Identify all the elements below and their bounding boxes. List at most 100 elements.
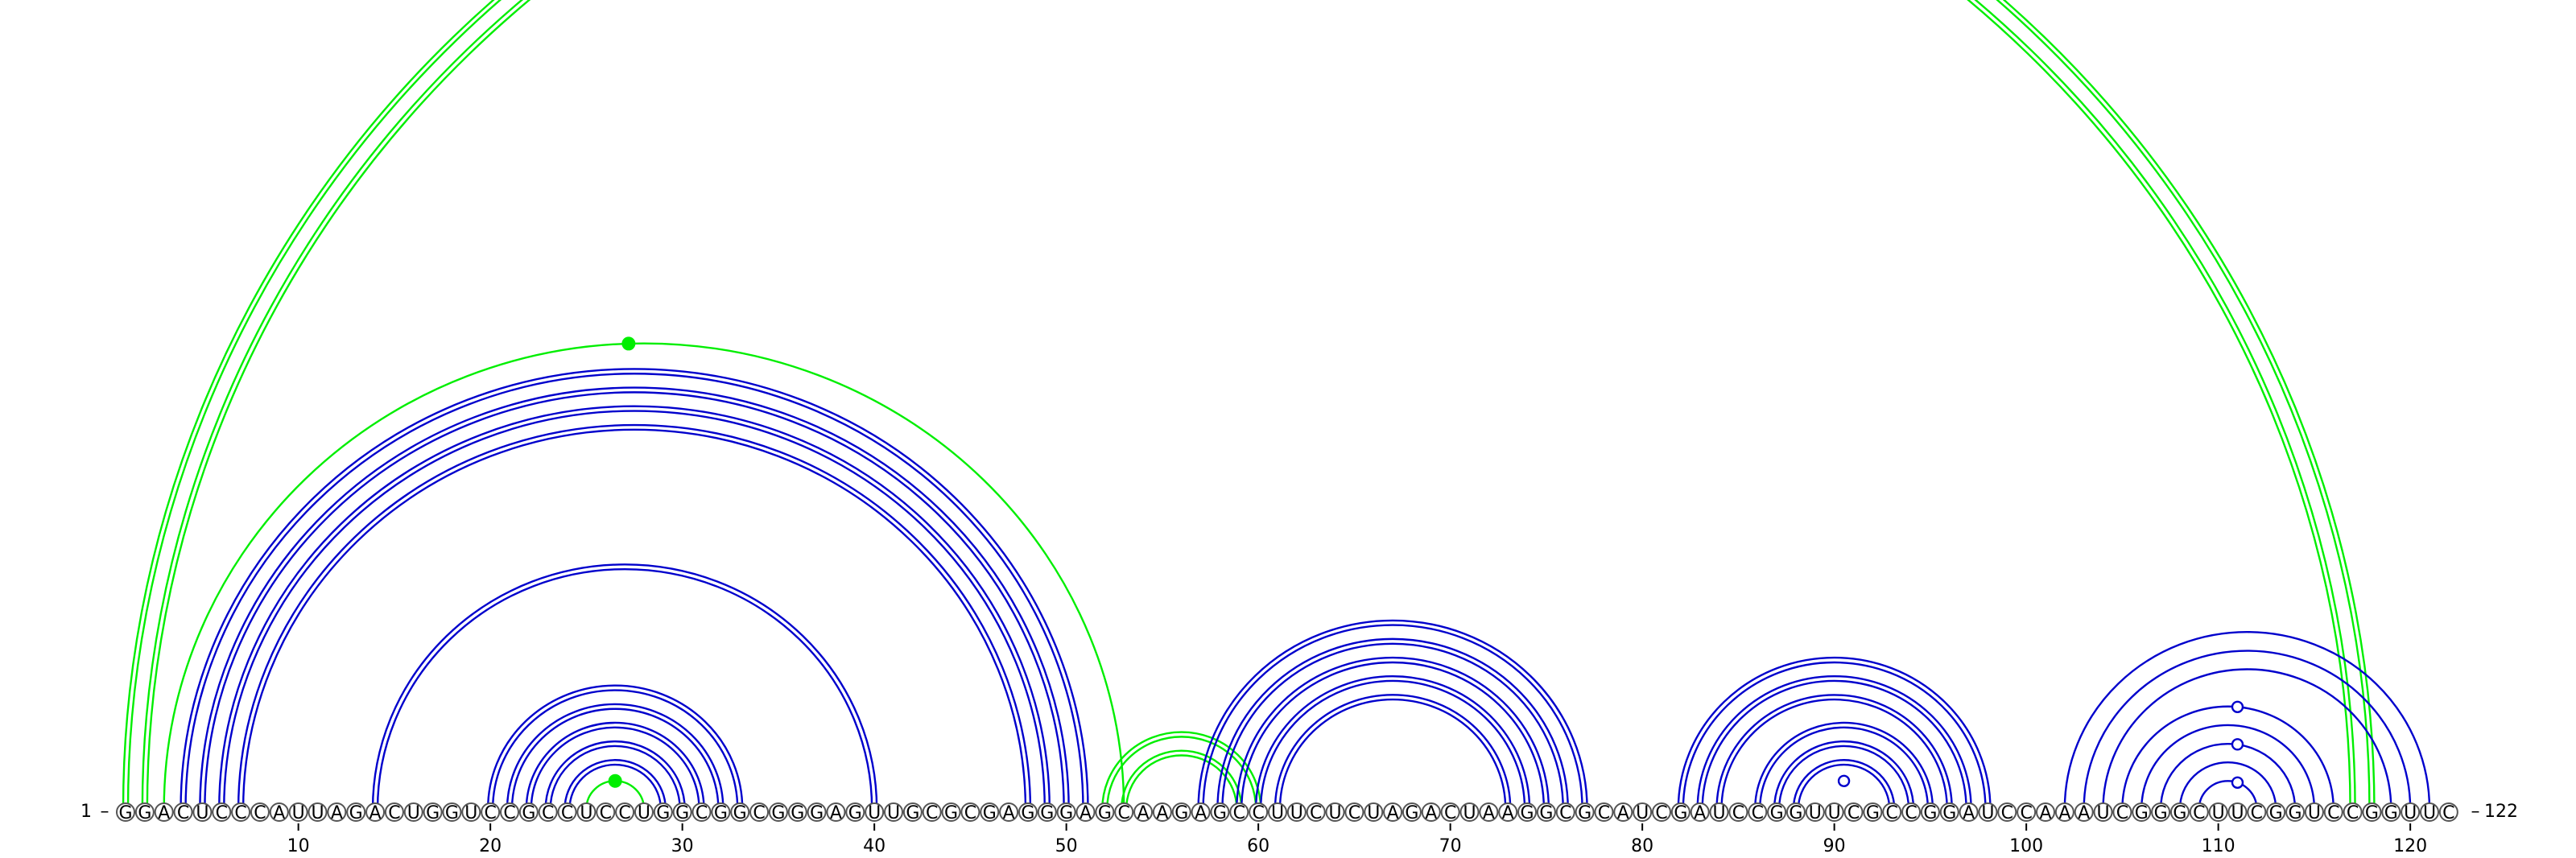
- nucleotide-29: G: [653, 802, 673, 823]
- nucleotide-letter: U: [2308, 803, 2321, 823]
- base-pair-arc-61-73: [1278, 698, 1507, 810]
- nucleotide-circle: [1268, 802, 1287, 822]
- nucleotide-letter: G: [1059, 803, 1073, 823]
- base-pair-arc-23-30: [544, 740, 686, 810]
- nucleotide-circle: [2227, 802, 2248, 822]
- tick-label-60: 60: [1247, 836, 1269, 856]
- nucleotide-letter: U: [887, 803, 900, 823]
- nucleotide-letter: G: [118, 803, 132, 823]
- nucleotide-circle: [711, 802, 731, 822]
- nucleotide-circle: [384, 802, 404, 822]
- base-pair-arc-23-30: [549, 745, 681, 810]
- base-pair-arc-60-74: [1259, 679, 1526, 810]
- base-pair-arc-58-76: [1221, 642, 1564, 810]
- base-pair-arc-83-97: [1696, 674, 1972, 810]
- base-pair-arc-53-59: [1125, 754, 1238, 810]
- tick-label-30: 30: [671, 836, 694, 856]
- nucleotide-circle: [768, 802, 788, 822]
- nucleotide-letter: G: [944, 803, 958, 823]
- nucleotide-letter: U: [1636, 803, 1649, 823]
- nucleotide-42: G: [902, 802, 923, 823]
- nucleotide-letter: C: [561, 803, 573, 823]
- nucleotide-circle: [1997, 802, 2017, 822]
- nucleotide-circle: [2112, 802, 2132, 822]
- nucleotide-53: C: [1114, 802, 1134, 823]
- nucleotide-letter: A: [158, 803, 170, 823]
- nucleotide-letter: G: [2135, 803, 2149, 823]
- nucleotide-letter: G: [1578, 803, 1591, 823]
- nucleotide-37: G: [807, 802, 827, 823]
- nucleotide-circle: [691, 802, 712, 822]
- nucleotide-letter: G: [2154, 803, 2168, 823]
- nucleotide-letter: G: [906, 803, 919, 823]
- open-pair-marker: [2231, 738, 2244, 751]
- nucleotide-70: C: [1440, 802, 1460, 823]
- base-pair-arc-57-77: [1202, 624, 1583, 810]
- nucleotide-circle: [1767, 802, 1787, 822]
- nucleotide-letter: A: [1003, 803, 1015, 823]
- base-pair-arc-103-120: [2083, 650, 2412, 810]
- nucleotide-letter: A: [1080, 803, 1092, 823]
- base-pair-arc-59-75: [1236, 656, 1550, 810]
- base-pair-arc-52-60: [1101, 731, 1262, 810]
- nucleotide-38: A: [826, 802, 846, 823]
- nucleotide-letter: A: [1963, 803, 1975, 823]
- nucleotide-106: G: [2132, 802, 2152, 823]
- nucleotide-circle: [2208, 802, 2228, 822]
- nucleotide-circle: [2151, 802, 2171, 822]
- nucleotide-15: C: [384, 802, 404, 823]
- base-pair-arc-109-112: [2198, 780, 2258, 810]
- base-pair-arc-20-33: [491, 689, 739, 810]
- nucleotide-letter: C: [753, 803, 765, 823]
- nucleotide-93: C: [1882, 802, 1902, 823]
- nucleotide-103: A: [2074, 802, 2094, 823]
- base-pair-arc-82-98: [1682, 661, 1987, 810]
- nucleotide-24: C: [557, 802, 577, 823]
- nucleotide-62: U: [1286, 802, 1307, 823]
- nucleotide-97: A: [1959, 802, 1979, 823]
- nucleotide-letter: A: [1617, 803, 1629, 823]
- nucleotide-circle: [1459, 802, 1480, 822]
- nucleotide-circle: [596, 802, 616, 822]
- nucleotide-letter: C: [1118, 803, 1130, 823]
- nucleotide-letter: G: [1098, 803, 1112, 823]
- nucleotide-circle: [576, 802, 597, 822]
- nucleotide-88: G: [1785, 802, 1806, 823]
- nucleotide-34: C: [749, 802, 770, 823]
- nucleotide-letter: G: [1174, 803, 1188, 823]
- nucleotide-circle: [116, 802, 135, 822]
- nucleotide-circle: [787, 802, 807, 822]
- nucleotide-25: U: [576, 802, 597, 823]
- nucleotide-letter: A: [1156, 803, 1168, 823]
- nucleotide-letter: C: [2327, 803, 2339, 823]
- nucleotide-circle: [1517, 802, 1538, 822]
- nucleotide-circle: [557, 802, 577, 822]
- position-axis: 10 20 30 40 50 60 70 80 90 100 110 120: [287, 823, 2427, 856]
- nucleotide-72: A: [1479, 802, 1499, 823]
- nucleotide-letter: U: [2423, 803, 2436, 823]
- nucleotide-letter: G: [733, 803, 747, 823]
- base-pair-arc-58-76: [1216, 637, 1569, 810]
- nucleotide-44: G: [941, 802, 961, 823]
- nucleotide-letter: G: [1521, 803, 1534, 823]
- nucleotide-circle: [1479, 802, 1499, 822]
- nucleotide-letter: U: [1981, 803, 1994, 823]
- nucleotide-101: A: [2036, 802, 2055, 823]
- nucleotide-letter: G: [714, 803, 728, 823]
- sequence-end-dash: –: [101, 802, 109, 822]
- nucleotide-letter: G: [675, 803, 689, 823]
- nucleotide-circle: [615, 802, 635, 822]
- nucleotide-circle: [1364, 802, 1384, 822]
- nucleotide-letter: C: [2116, 803, 2128, 823]
- nucleotide-circle: [2401, 802, 2421, 822]
- nucleotide-circle: [1249, 802, 1269, 822]
- nucleotide-circle: [2036, 802, 2055, 822]
- nucleotide-circle: [1133, 802, 1154, 822]
- nucleotide-89: U: [1805, 802, 1825, 823]
- nucleotide-letter: C: [254, 803, 266, 823]
- nucleotide-letter: A: [1387, 803, 1399, 823]
- nucleotide-circle: [730, 802, 750, 822]
- nucleotide-18: G: [442, 802, 462, 823]
- nucleotide-35: G: [768, 802, 788, 823]
- nucleotide-circle: [442, 802, 462, 822]
